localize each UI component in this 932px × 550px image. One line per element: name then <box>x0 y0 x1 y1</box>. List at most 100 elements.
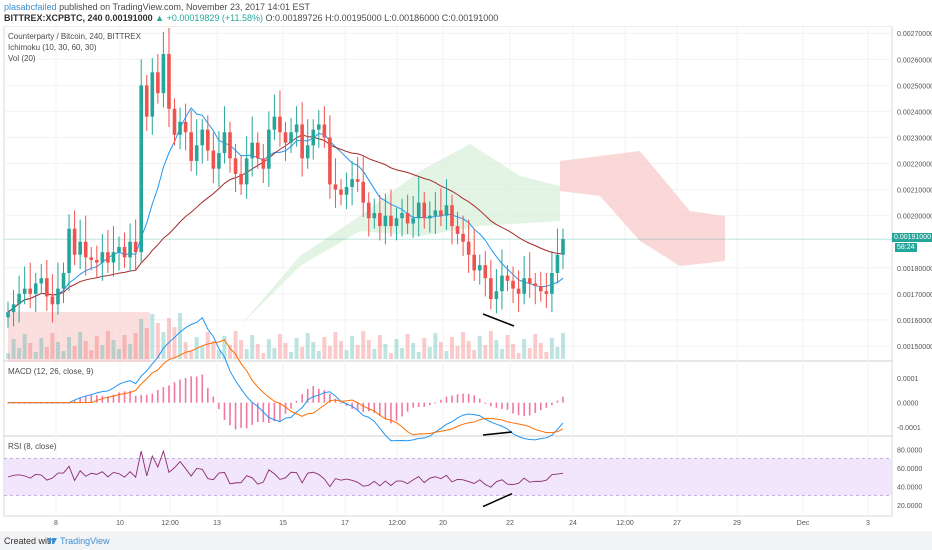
rsi-axis-label: 80.0000 <box>897 447 922 454</box>
macd-histogram-bar <box>540 402 542 411</box>
volume-bar <box>255 344 260 359</box>
macd-histogram-bar <box>96 395 98 403</box>
macd-histogram-bar <box>145 394 148 403</box>
candle-body <box>461 233 465 242</box>
price-divergence-line <box>482 313 515 327</box>
macd-histogram-bar <box>101 395 104 403</box>
volume-bar <box>522 339 527 359</box>
macd-histogram-bar <box>323 389 326 403</box>
volume-bar <box>444 351 449 359</box>
time-axis-label: 12:00 <box>161 520 179 527</box>
volume-bar <box>6 353 10 359</box>
price-axis-label: 0.00270000 <box>897 31 932 38</box>
candle-body <box>161 54 166 94</box>
high-value: H:0.00195000 <box>325 13 382 23</box>
volume-bar <box>294 338 299 359</box>
macd-histogram-bar <box>79 397 81 403</box>
macd-legend[interactable]: MACD (12, 26, close, 9) <box>8 367 94 376</box>
volume-bar <box>405 334 410 359</box>
footer: Created with TradingView <box>0 531 932 550</box>
macd-histogram-bar <box>212 396 215 403</box>
candle-body <box>355 179 360 182</box>
macd-histogram-bar <box>90 394 93 403</box>
candle-body <box>239 173 243 185</box>
candle-body <box>22 288 27 294</box>
macd-histogram-bar <box>301 394 303 403</box>
volume-bar <box>450 337 454 359</box>
candle-body <box>283 132 288 143</box>
volume-bar <box>411 343 416 359</box>
volume-bar <box>488 331 493 359</box>
macd-histogram-bar <box>429 402 431 406</box>
macd-histogram-bar <box>118 392 120 403</box>
ichimoku-legend[interactable]: Ichimoku (10, 30, 60, 30) <box>8 43 97 52</box>
time-axis-label: 10 <box>116 520 124 527</box>
tradingview-brand[interactable]: TradingView <box>60 536 110 546</box>
candle-body <box>183 121 188 133</box>
rsi-divergence-line <box>482 492 513 508</box>
volume-bar <box>300 347 305 359</box>
publisher-username[interactable]: plasabcfailed <box>4 2 57 12</box>
candle-body <box>217 153 221 169</box>
macd-histogram-bar <box>251 402 253 425</box>
candle-body <box>439 210 443 216</box>
time-axis-label: 29 <box>733 520 741 527</box>
candle-body <box>128 241 132 258</box>
candle-body <box>33 283 38 294</box>
candle-body <box>561 239 565 255</box>
candle-body <box>422 202 427 219</box>
macd-histogram-bar <box>190 376 192 403</box>
candle-body <box>56 288 60 305</box>
candle-body <box>527 278 532 284</box>
candle-body <box>233 158 238 174</box>
candle-body <box>394 218 399 227</box>
candle-body <box>228 132 232 159</box>
time-axis-label: 22 <box>506 520 514 527</box>
candle-body <box>150 72 155 117</box>
macd-histogram-bar <box>367 402 370 412</box>
volume-bar <box>333 332 338 359</box>
volume-bar <box>200 346 205 359</box>
volume-bar <box>372 349 377 359</box>
candle-body <box>167 54 171 109</box>
volume-bar <box>433 333 438 359</box>
candle-body <box>122 246 127 258</box>
price-axis-label: 0.00200000 <box>897 214 932 221</box>
macd-histogram-bar <box>329 393 331 403</box>
macd-histogram-bar <box>501 402 503 410</box>
macd-histogram-bar <box>207 387 209 403</box>
price-axis-label: 0.00170000 <box>897 292 932 299</box>
volume-bar <box>122 335 127 359</box>
rsi-legend[interactable]: RSI (8, close) <box>8 442 57 451</box>
candle-body <box>344 186 349 195</box>
candle-body <box>305 145 310 159</box>
candle-body <box>117 246 121 253</box>
macd-histogram-bar <box>73 400 76 403</box>
volume-bar <box>466 341 471 359</box>
volume-bar <box>261 353 266 359</box>
macd-histogram-bar <box>123 391 126 403</box>
volume-bar <box>166 318 171 359</box>
candle-body <box>72 228 77 255</box>
volume-bar <box>128 344 133 359</box>
volume-bar <box>472 350 477 359</box>
candle-body <box>100 252 105 263</box>
time-axis-label: 12:00 <box>616 520 634 527</box>
macd-histogram-bar <box>462 393 464 403</box>
candle-body <box>67 228 71 273</box>
volume-bar <box>228 345 232 359</box>
volume-bar <box>155 323 160 359</box>
chart-area[interactable]: 0.00270000 0.00260000 0.00250000 0.00240000… <box>0 25 932 536</box>
macd-histogram-bar <box>523 402 525 417</box>
candle-body <box>211 150 216 169</box>
candle-body <box>178 121 182 135</box>
volume-bar <box>189 351 194 359</box>
volume-bar <box>205 332 210 359</box>
macd-histogram-bar <box>401 402 403 417</box>
candle-body <box>505 275 510 281</box>
candle-body <box>450 205 454 227</box>
macd-histogram-bar <box>240 402 242 428</box>
price-axis-label: 0.00260000 <box>897 57 932 64</box>
volume-legend[interactable]: Vol (20) <box>8 54 36 63</box>
chart-svg[interactable]: 0.00270000 0.00260000 0.00250000 0.00240000… <box>0 25 932 531</box>
